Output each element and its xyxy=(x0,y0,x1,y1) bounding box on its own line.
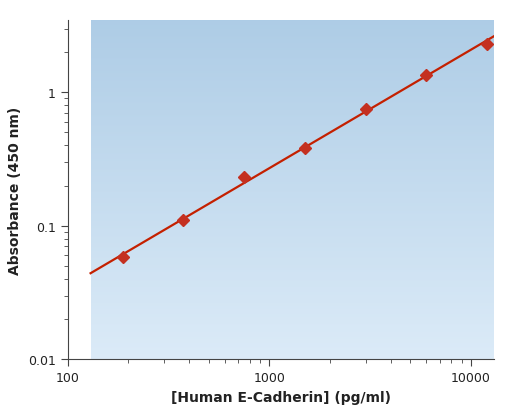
Y-axis label: Absorbance (450 nm): Absorbance (450 nm) xyxy=(8,106,22,274)
X-axis label: [Human E-Cadherin] (pg/ml): [Human E-Cadherin] (pg/ml) xyxy=(171,389,391,404)
